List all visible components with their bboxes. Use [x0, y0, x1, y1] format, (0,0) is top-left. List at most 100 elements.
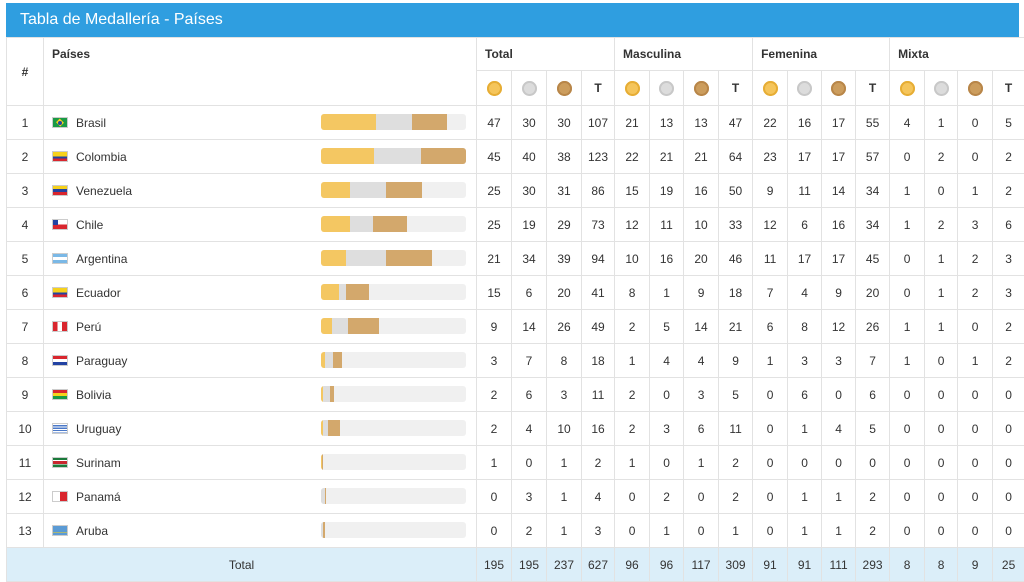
gold-segment [321, 318, 332, 334]
silver-segment [323, 386, 330, 402]
femenina-silver-cell: 4 [788, 276, 822, 310]
bronze-medal-icon [694, 81, 709, 96]
mixta-bronze-cell: 0 [958, 514, 993, 548]
total-silver-cell: 6 [512, 276, 547, 310]
country-name: Brasil [76, 116, 106, 130]
country-name: Ecuador [76, 286, 121, 300]
total-bronze-cell: 29 [547, 208, 582, 242]
femenina-silver-cell: 3 [788, 344, 822, 378]
medal-distribution-bar [321, 522, 466, 538]
total-total-cell: 107 [582, 106, 615, 140]
femenina-gold-cell: 12 [753, 208, 788, 242]
aruba-flag-icon [52, 525, 68, 536]
femenina-bronze-cell: 9 [822, 276, 856, 310]
femenina-bronze-cell: 0 [822, 378, 856, 412]
masculina-silver-cell: 3 [650, 412, 684, 446]
totals-masculina-silver-cell: 96 [650, 548, 684, 582]
total-total-cell: 123 [582, 140, 615, 174]
femenina-gold-cell: 0 [753, 480, 788, 514]
total-gold-cell: 2 [477, 378, 512, 412]
masculina-total-cell: 11 [719, 412, 753, 446]
rank-cell: 8 [7, 344, 44, 378]
femenina-bronze-cell: 0 [822, 446, 856, 480]
bronze-segment [386, 182, 423, 198]
femenina-gold-cell: 0 [753, 412, 788, 446]
gold-medal-icon [487, 81, 502, 96]
totals-femenina-silver-cell: 91 [788, 548, 822, 582]
total-silver-cell: 30 [512, 174, 547, 208]
gold-segment [321, 182, 350, 198]
masculina-gold-cell: 15 [615, 174, 650, 208]
masculina-silver-cell: 1 [650, 276, 684, 310]
total-total-cell: 16 [582, 412, 615, 446]
masculina-silver-cell: 11 [650, 208, 684, 242]
masculina-silver-cell: 2 [650, 480, 684, 514]
mixta-total-cell: 6 [993, 208, 1024, 242]
suriname-flag-icon [52, 457, 68, 468]
chile-flag-icon [52, 219, 68, 230]
total-silver-medal-header [512, 71, 547, 106]
mixta-silver-cell: 1 [925, 310, 958, 344]
bronze-segment [421, 148, 466, 164]
femenina-bronze-cell: 17 [822, 140, 856, 174]
total-bronze-cell: 20 [547, 276, 582, 310]
silver-medal-icon [659, 81, 674, 96]
masculina-bronze-cell: 10 [684, 208, 719, 242]
silver-segment [376, 114, 411, 130]
masculina-gold-cell: 22 [615, 140, 650, 174]
mixta-gold-cell: 0 [890, 276, 925, 310]
mixta-total-cell: 0 [993, 514, 1024, 548]
total-bronze-medal-header [547, 71, 582, 106]
mixta-silver-cell: 1 [925, 276, 958, 310]
mixta-bronze-cell: 0 [958, 446, 993, 480]
masculina-total-cell: 21 [719, 310, 753, 344]
medal-distribution-bar [321, 250, 466, 266]
mixta-bronze-cell: 2 [958, 242, 993, 276]
mixta-bronze-cell: 0 [958, 140, 993, 174]
femenina-silver-cell: 17 [788, 140, 822, 174]
totals-masculina-gold-cell: 96 [615, 548, 650, 582]
country-header: Países [44, 38, 477, 106]
bronze-segment [386, 250, 432, 266]
total-total-cell: 73 [582, 208, 615, 242]
totals-total-total-cell: 627 [582, 548, 615, 582]
femenina-bronze-cell: 14 [822, 174, 856, 208]
country-cell: Venezuela [44, 174, 477, 208]
gold-segment [321, 216, 350, 232]
femenina-bronze-cell: 12 [822, 310, 856, 344]
country-name: Panamá [76, 490, 121, 504]
mix-silver-medal-header [925, 71, 958, 106]
masculina-gold-cell: 10 [615, 242, 650, 276]
total-total-cell: 86 [582, 174, 615, 208]
country-cell: Uruguay [44, 412, 477, 446]
gold-medal-icon [625, 81, 640, 96]
masculina-bronze-cell: 1 [684, 446, 719, 480]
bronze-segment [373, 216, 407, 232]
header-row-groups: # Países Total Masculina Femenina Mixta [7, 38, 1024, 71]
total-gold-cell: 25 [477, 208, 512, 242]
masculina-bronze-cell: 21 [684, 140, 719, 174]
femenina-silver-cell: 17 [788, 242, 822, 276]
femenina-bronze-cell: 17 [822, 106, 856, 140]
masculina-gold-cell: 8 [615, 276, 650, 310]
femenina-bronze-cell: 17 [822, 242, 856, 276]
masculina-bronze-cell: 4 [684, 344, 719, 378]
total-gold-cell: 21 [477, 242, 512, 276]
total-silver-cell: 14 [512, 310, 547, 344]
silver-segment [350, 216, 372, 232]
mixta-bronze-cell: 0 [958, 480, 993, 514]
mixta-bronze-cell: 0 [958, 106, 993, 140]
